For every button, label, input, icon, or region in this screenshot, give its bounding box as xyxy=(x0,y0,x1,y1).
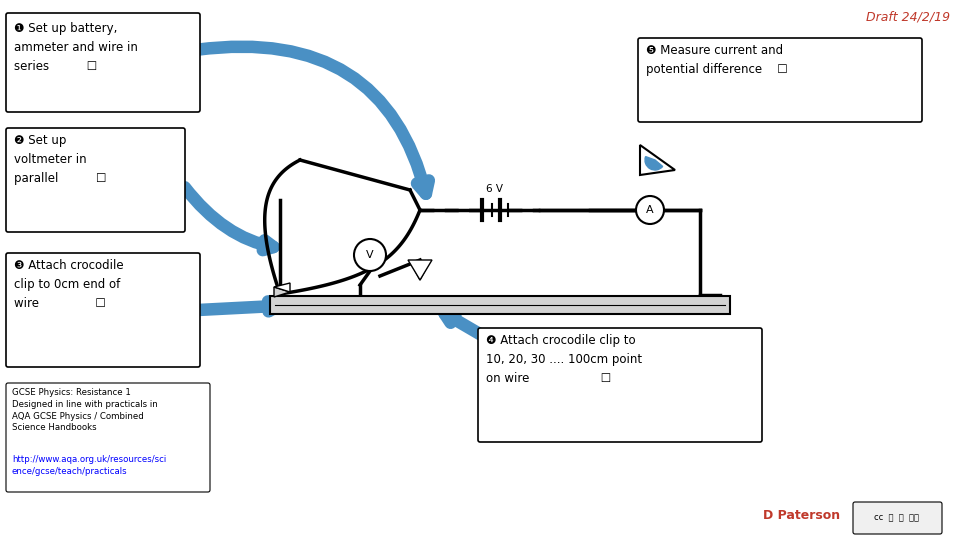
FancyArrowPatch shape xyxy=(444,313,488,339)
Text: V: V xyxy=(366,250,373,260)
Text: 6 V: 6 V xyxy=(487,184,503,194)
Wedge shape xyxy=(645,157,662,170)
Text: A: A xyxy=(646,205,654,215)
Text: GCSE Physics: Resistance 1
Designed in line with practicals in
AQA GCSE Physics : GCSE Physics: Resistance 1 Designed in l… xyxy=(12,388,157,433)
FancyBboxPatch shape xyxy=(853,502,942,534)
Polygon shape xyxy=(274,287,290,297)
Text: ❺ Measure current and
potential difference    ☐: ❺ Measure current and potential differen… xyxy=(646,44,787,76)
FancyArrowPatch shape xyxy=(198,46,429,194)
Bar xyxy=(270,296,730,314)
FancyBboxPatch shape xyxy=(6,13,200,112)
Text: D Paterson: D Paterson xyxy=(763,509,840,522)
Circle shape xyxy=(354,239,386,271)
FancyBboxPatch shape xyxy=(6,128,185,232)
Text: ❷ Set up
voltmeter in
parallel          ☐: ❷ Set up voltmeter in parallel ☐ xyxy=(14,134,107,185)
Circle shape xyxy=(636,196,664,224)
Text: ❸ Attach crocodile
clip to 0cm end of
wire               ☐: ❸ Attach crocodile clip to 0cm end of wi… xyxy=(14,259,124,310)
FancyBboxPatch shape xyxy=(6,253,200,367)
Polygon shape xyxy=(640,145,675,175)
Text: Draft 24/2/19: Draft 24/2/19 xyxy=(866,10,950,23)
FancyBboxPatch shape xyxy=(478,328,762,442)
Text: http://www.aqa.org.uk/resources/sci
ence/gcse/teach/practicals: http://www.aqa.org.uk/resources/sci ence… xyxy=(12,455,166,476)
FancyArrowPatch shape xyxy=(184,187,274,250)
Polygon shape xyxy=(408,260,432,280)
FancyBboxPatch shape xyxy=(638,38,922,122)
Polygon shape xyxy=(274,283,290,292)
FancyArrowPatch shape xyxy=(201,301,278,312)
FancyBboxPatch shape xyxy=(6,383,210,492)
Polygon shape xyxy=(412,265,428,280)
Text: ❶ Set up battery,
ammeter and wire in
series          ☐: ❶ Set up battery, ammeter and wire in se… xyxy=(14,22,138,73)
Text: ❹ Attach crocodile clip to
10, 20, 30 .... 100cm point
on wire                  : ❹ Attach crocodile clip to 10, 20, 30 ..… xyxy=(486,334,642,385)
Text: cc  ⓑ  Ⓝ  Ⓢⓐ: cc ⓑ Ⓝ Ⓢⓐ xyxy=(875,514,920,523)
